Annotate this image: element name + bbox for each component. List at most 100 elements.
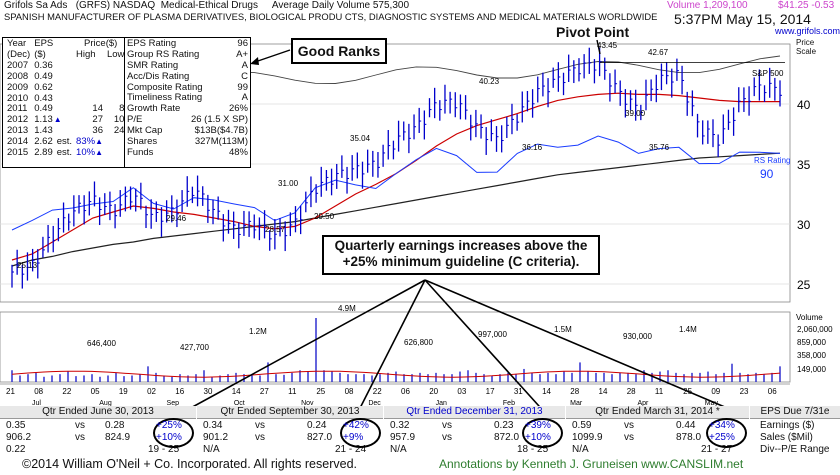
quarter-eps-prev: 0.23	[494, 420, 514, 431]
eps-year: 2010	[7, 92, 29, 104]
price-annotation: 29.50	[314, 212, 335, 221]
quarter-vs: vs	[624, 432, 634, 443]
rating-label: Growth Rate	[127, 103, 181, 115]
date-tick-label: 28	[627, 387, 636, 396]
rating-label: Mkt Cap	[127, 125, 163, 137]
volume-annotation: 1.4M	[679, 325, 697, 334]
callout-pointer-line	[424, 279, 747, 417]
volume-annotation: 1.5M	[554, 325, 572, 334]
date-tick-label: 16	[175, 387, 184, 396]
volume-tick-label: 859,000	[797, 338, 826, 347]
average-volume: Average Daily Volume 575,300	[271, 0, 410, 11]
industry: Medical-Ethical Drugs	[160, 0, 258, 11]
rating-value: 99	[237, 81, 248, 93]
rating-row: Growth Rate 26%	[127, 103, 248, 115]
date-tick-label: 21	[6, 387, 15, 396]
quarter-sales-growth: +25%	[709, 432, 735, 443]
eps-year: 2008	[7, 70, 29, 82]
volume-tick-label: 2,060,000	[797, 325, 833, 334]
rating-row: P/E 26 (1.5 X SP)	[127, 114, 248, 126]
quarter-eps-growth: +39%	[525, 420, 551, 431]
price-annotation: 35.04	[350, 134, 371, 143]
eps-year: 2009	[7, 81, 29, 93]
rating-label: Acc/Dis Rating	[127, 70, 190, 82]
date-tick-label: 22	[62, 387, 71, 396]
eps-value: 2.62 est.	[34, 136, 73, 148]
eps-row: 2008 0.49	[5, 70, 126, 83]
price-annotation: 42.67	[648, 48, 669, 57]
eps-value: 0.36	[34, 59, 53, 71]
eps-value: 0.49	[34, 70, 53, 82]
rating-label: Group RS Rating	[127, 48, 200, 60]
rating-row: Mkt Cap $13B($4.7B)	[127, 125, 248, 137]
eps-header-eps: EPS	[34, 38, 54, 49]
quarter-pe: N/A	[390, 444, 407, 455]
company-name: Grifols Sa Ads	[4, 0, 68, 11]
eps-row: 2015 2.89 est. 10%▲	[5, 147, 126, 159]
quarter-eps: 0.35	[6, 420, 26, 431]
price-annotation: 29.46	[166, 214, 187, 223]
up-arrow-icon: ▲	[95, 137, 103, 147]
rating-label: Composite Rating	[127, 81, 203, 93]
website: www.grifols.com	[775, 26, 840, 36]
good-ranks-callout: Good Ranks	[291, 38, 387, 64]
date-tick-label: 25	[316, 387, 325, 396]
month-label: Oct	[234, 400, 245, 407]
month-label: Aug	[99, 400, 112, 407]
quarter-eps-growth: +42%	[343, 420, 369, 431]
rating-value: 26 (1.5 X SP)	[190, 114, 248, 126]
rs-rating-label: RS Rating	[754, 156, 790, 165]
month-label: Nov	[301, 400, 314, 407]
eps-header-dollar: ($)	[34, 48, 46, 60]
quarter-sales-prev: 878.0	[676, 432, 702, 443]
eps-header-dec: (Dec)	[7, 48, 31, 60]
estimate-tag: est.	[56, 147, 73, 159]
eps-high: 36	[92, 125, 103, 137]
eps-due-pe: Div--P/E Range	[760, 444, 830, 455]
date-tick-label: 31	[514, 387, 523, 396]
rating-row: Funds 48%	[127, 147, 248, 159]
rating-row: SMR Rating A	[127, 59, 248, 72]
eps-row: 2012 1.13▲ 27 10	[5, 114, 126, 126]
volume-annotation: 626,800	[404, 338, 433, 347]
date-tick-label: 06	[768, 387, 777, 396]
estimate-tag: est.	[56, 136, 73, 148]
volume-panel-frame	[0, 311, 791, 383]
quarter-title: Qtr Ended June 30, 2013	[0, 406, 196, 419]
quarter-vs: vs	[442, 432, 452, 443]
quarter-eps: 0.32	[390, 420, 410, 431]
eps-low: 10	[113, 114, 125, 126]
rating-label: SMR Rating	[127, 59, 179, 71]
eps-row: 2009 0.62	[5, 81, 126, 94]
eps-high: 14	[92, 103, 103, 115]
header-company: Grifols Sa Ads (GRFS) NASDAQ Medical-Eth…	[4, 0, 409, 11]
eps-header-high: High	[76, 48, 96, 60]
quarter-title: Qtr Ended March 31, 2014 *	[566, 406, 749, 419]
eps-year: 2007	[7, 59, 29, 71]
eps-high: 10%▲	[76, 147, 103, 159]
quarter-pe: N/A	[572, 444, 589, 455]
date-tick-label: 02	[147, 387, 156, 396]
rs-rating-value: 90	[760, 167, 774, 181]
date-tick-label: 06	[401, 387, 410, 396]
quarter-sales-prev: 824.9	[105, 432, 131, 443]
rating-row: Acc/Dis Rating C	[127, 70, 248, 83]
volume-annotation: 997,000	[478, 330, 507, 339]
quarter-title: Qtr Ended December 31, 2013	[384, 406, 565, 419]
volume-tick-label: 358,000	[797, 351, 826, 360]
quarter-sales: 957.9	[390, 432, 416, 443]
eps-value: 1.43	[34, 125, 53, 137]
month-label: Jul	[32, 400, 41, 407]
rating-label: EPS Rating	[127, 38, 177, 49]
quarter-vs: vs	[255, 420, 265, 431]
quarter-title: Qtr Ended September 30, 2013	[197, 406, 383, 419]
growth-highlight	[340, 418, 381, 448]
ratings-table: EPS Rating 96 Group RS Rating A+ SMR Rating A…	[124, 37, 251, 168]
quarter-sales-growth: +10%	[156, 432, 182, 443]
quarter-eps: 0.59	[572, 420, 592, 431]
date-tick-label: 11	[288, 387, 297, 396]
month-label: Dec	[368, 400, 381, 407]
price-tick-label: 25	[797, 278, 811, 292]
eps-row: 2011 0.49 14 8	[5, 103, 126, 115]
